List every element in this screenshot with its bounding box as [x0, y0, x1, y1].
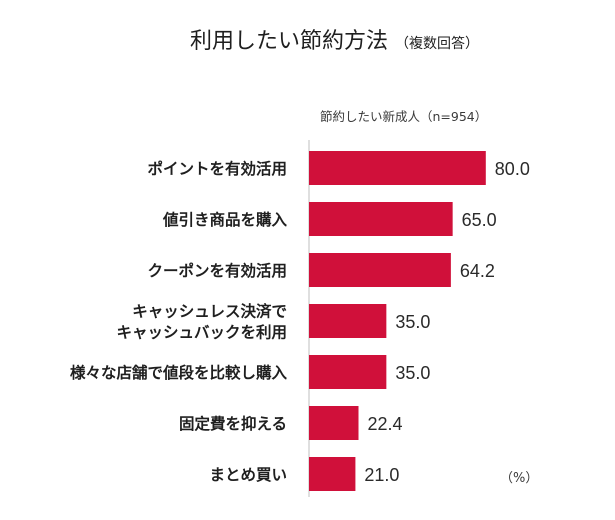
bar-value-label-5: 22.4	[368, 414, 403, 434]
bar-6	[309, 457, 356, 491]
bar-0	[309, 151, 486, 185]
category-label-0: ポイントを有効活用	[147, 159, 287, 178]
category-label-4: 様々な店舗で値段を比較し購入	[70, 363, 288, 382]
bar-value-label-6: 21.0	[364, 465, 399, 485]
category-label-line: 様々な店舗で値段を比較し購入	[70, 363, 288, 382]
category-label-3: キャッシュレス決済でキャッシュバックを利用	[116, 302, 287, 342]
chart-title-note: （複数回答）	[395, 35, 479, 52]
bar-value-label-3: 35.0	[395, 312, 430, 332]
category-label-line: キャッシュバックを利用	[116, 323, 287, 342]
bar-1	[309, 202, 453, 236]
bar-value-label-4: 35.0	[395, 363, 430, 383]
bar-5	[309, 406, 359, 440]
category-label-5: 固定費を抑える	[179, 414, 287, 433]
category-label-line: クーポンを有効活用	[147, 261, 287, 280]
chart-title: 利用したい節約方法 （複数回答）	[190, 29, 479, 54]
series-legend-label: 節約したい新成人（n=954）	[320, 109, 487, 124]
unit-label: （%）	[500, 471, 538, 486]
bar-2	[309, 253, 451, 287]
category-label-line: 固定費を抑える	[179, 414, 287, 433]
bar-4	[309, 355, 387, 389]
bar-value-label-1: 65.0	[462, 210, 497, 230]
category-label-line: ポイントを有効活用	[147, 159, 287, 178]
bar-value-label-2: 64.2	[460, 261, 495, 281]
category-label-6: まとめ買い	[209, 466, 287, 484]
category-label-line: 値引き商品を購入	[162, 210, 288, 229]
chart-title-main: 利用したい節約方法	[190, 29, 388, 54]
category-label-2: クーポンを有効活用	[147, 261, 287, 280]
category-label-1: 値引き商品を購入	[162, 210, 288, 229]
category-label-line: キャッシュレス決済で	[132, 302, 287, 321]
bar-value-label-0: 80.0	[495, 159, 530, 179]
category-label-line: まとめ買い	[209, 466, 287, 484]
bar-3	[309, 304, 387, 338]
bars-group: 80.0 ポイントを有効活用 65.0 値引き商品を購入 64.2 クーポンを有効活用 35…	[70, 151, 530, 491]
